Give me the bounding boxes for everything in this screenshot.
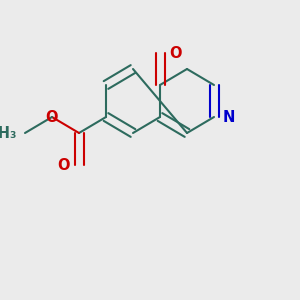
- Text: CH₃: CH₃: [0, 125, 17, 140]
- Text: O: O: [46, 110, 58, 125]
- Text: O: O: [169, 46, 182, 61]
- Text: N: N: [223, 110, 236, 124]
- Text: O: O: [58, 158, 70, 172]
